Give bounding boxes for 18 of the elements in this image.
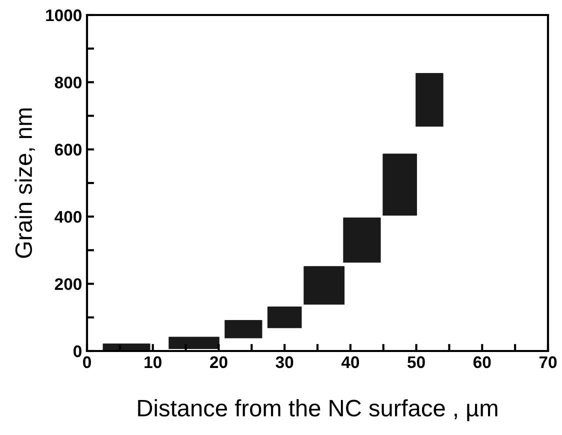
y-tick-label: 600 bbox=[54, 144, 82, 156]
x-tick-label: 30 bbox=[276, 356, 294, 368]
x-tick-label: 10 bbox=[144, 356, 162, 368]
y-tick-label: 1000 bbox=[46, 9, 82, 22]
y-tick-label: 400 bbox=[54, 211, 82, 223]
y-tick-label: 200 bbox=[54, 278, 82, 290]
bar bbox=[224, 320, 262, 338]
x-tick-label: 60 bbox=[473, 356, 491, 368]
x-tick-label: 40 bbox=[341, 356, 360, 368]
x-tick-label: 20 bbox=[210, 356, 228, 368]
x-tick-label: 50 bbox=[408, 356, 425, 368]
x-tick-label: 70 bbox=[539, 356, 557, 368]
x-tick-label: 0 bbox=[83, 356, 91, 368]
x-axis-title: Distance from the NC surface , µm bbox=[138, 399, 498, 422]
y-tick-label: 800 bbox=[54, 76, 82, 88]
bar bbox=[343, 218, 381, 263]
y-tick-label: 0 bbox=[74, 345, 82, 358]
y-axis-title: Grain size, nm bbox=[14, 108, 35, 258]
